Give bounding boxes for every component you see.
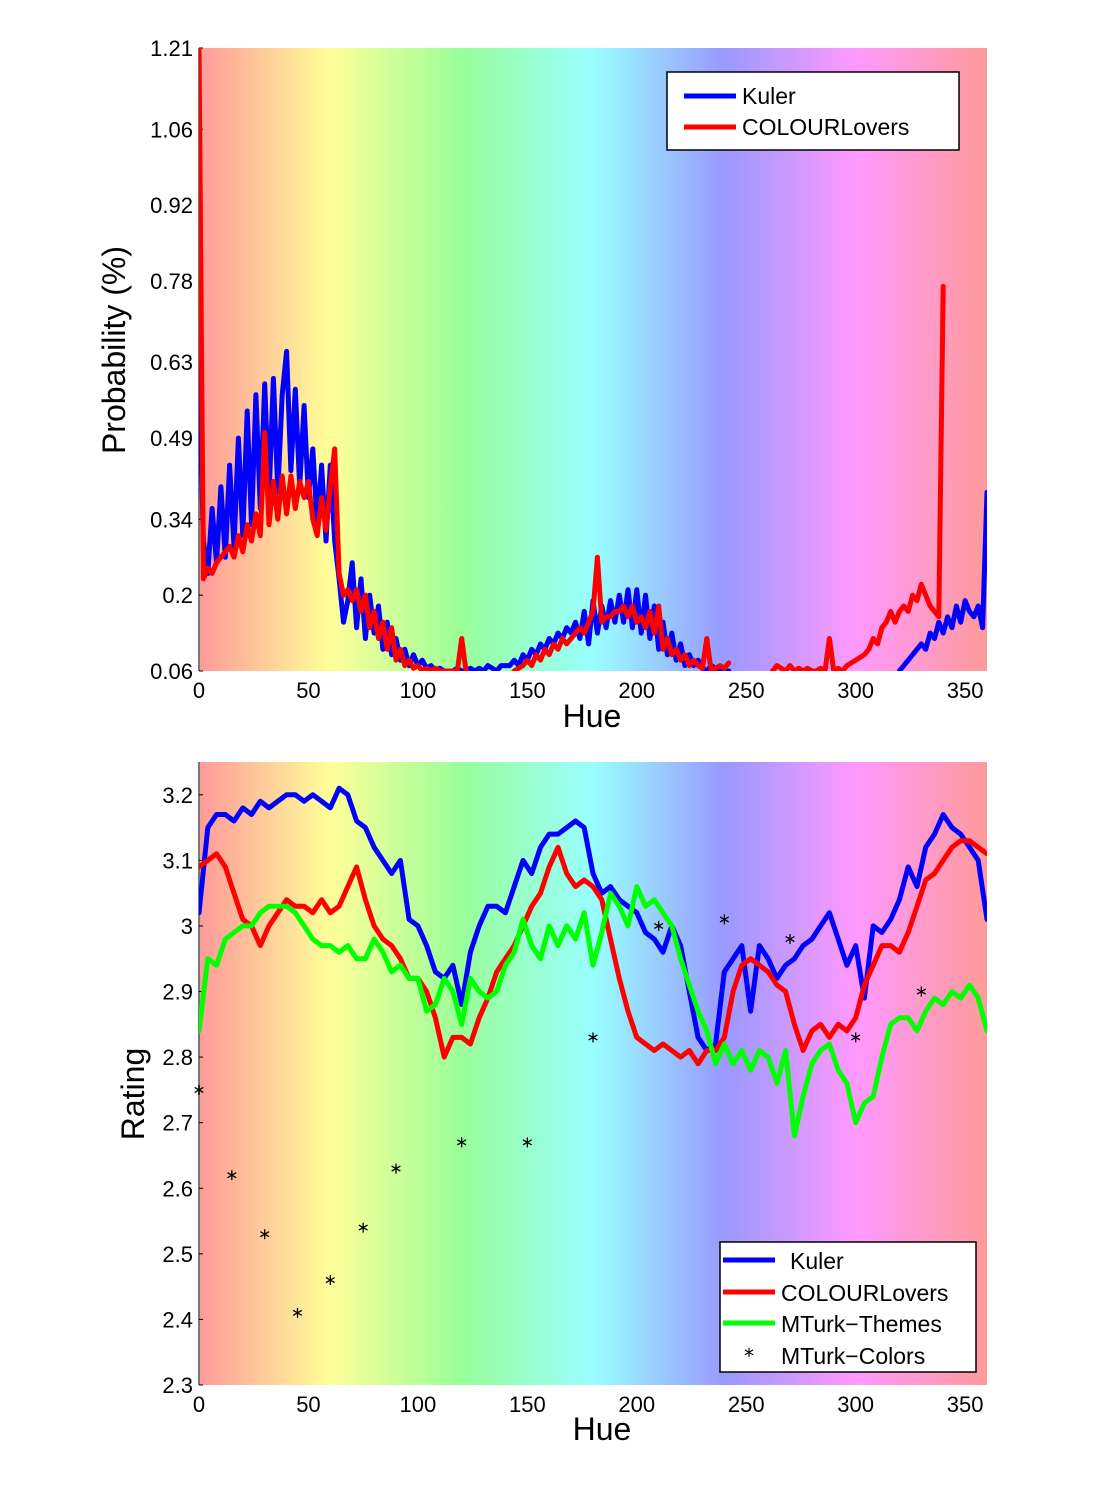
x-tick-label: 200 — [618, 1392, 655, 1417]
y-tick-label: 2.9 — [162, 980, 193, 1005]
data-point-marker — [850, 1032, 861, 1043]
y-tick-label: 0.49 — [150, 426, 193, 451]
series-line-colourlovers — [199, 838, 987, 1067]
y-tick-label: 0.92 — [150, 193, 193, 218]
y-tick-label: 3 — [181, 914, 193, 939]
data-point-marker — [522, 1137, 533, 1148]
legend: Kuler COLOURLovers MTurk−Themes * MTurk−… — [719, 1241, 977, 1373]
series-line-kuler — [199, 785, 987, 1053]
y-tick-label: 3.1 — [162, 848, 193, 873]
x-tick-label: 0 — [193, 678, 205, 703]
x-tick-label: 50 — [296, 1392, 320, 1417]
legend-swatch-mturk-colors: * — [744, 1344, 754, 1368]
legend-box — [719, 1241, 977, 1373]
legend-box — [666, 71, 960, 151]
x-tick-label: 350 — [947, 1392, 984, 1417]
data-point-marker — [227, 1170, 237, 1181]
x-tick-label: 100 — [400, 1392, 437, 1417]
x-tick-label: 0 — [193, 1392, 205, 1417]
legend-label-colourlovers: COLOURLovers — [781, 1280, 948, 1306]
data-point-marker — [391, 1163, 401, 1174]
data-point-marker — [653, 920, 664, 931]
data-point-marker — [785, 934, 795, 945]
x-tick-label: 250 — [728, 678, 765, 703]
x-tick-labels: 0 50 100 150 200 250 300 350 — [193, 1392, 984, 1417]
series-line-kuler — [199, 348, 987, 671]
legend-label-kuler: Kuler — [742, 83, 796, 109]
y-tick-label: 2.5 — [162, 1242, 193, 1267]
y-tick-label: 1.06 — [150, 117, 193, 142]
y-tick-labels: 2.3 2.4 2.5 2.6 2.7 2.8 2.9 3 3.1 3.2 — [162, 783, 203, 1398]
y-tick-label: 2.8 — [162, 1045, 193, 1070]
x-axis-title: Hue — [573, 1411, 632, 1447]
y-axis-title: Probability (%) — [96, 246, 132, 454]
legend-label-colourlovers: COLOURLovers — [742, 114, 909, 140]
probability-chart: 0.06 0.2 0.34 0.49 0.63 0.78 0.92 1.06 1.21 0 50 1… — [96, 36, 987, 734]
y-tick-label: 0.34 — [150, 507, 193, 532]
data-point-marker — [916, 986, 927, 997]
y-tick-label: 2.6 — [162, 1176, 193, 1201]
series-lines — [199, 48, 987, 671]
series-line-mturk-themes — [199, 884, 987, 1139]
y-tick-label: 1.21 — [150, 36, 193, 61]
data-point-marker — [719, 914, 730, 925]
plot-background — [199, 48, 987, 671]
data-point-marker — [259, 1229, 270, 1240]
series-line-colourlovers — [199, 48, 946, 671]
x-tick-label: 300 — [837, 678, 874, 703]
y-tick-label: 2.3 — [162, 1373, 193, 1398]
x-tick-label: 100 — [400, 678, 437, 703]
legend: Kuler COLOURLovers — [666, 71, 960, 151]
data-point-marker — [325, 1275, 336, 1286]
x-tick-label: 250 — [728, 1392, 765, 1417]
x-tick-label: 350 — [947, 678, 984, 703]
rating-chart: 2.3 2.4 2.5 2.6 2.7 2.8 2.9 3 3.1 3.2 0 50 100 150 20… — [115, 762, 987, 1447]
x-tick-label: 300 — [837, 1392, 874, 1417]
y-tick-label: 0.78 — [150, 269, 193, 294]
data-point-marker — [456, 1137, 467, 1148]
x-tick-label: 150 — [509, 678, 546, 703]
y-tick-label: 3.2 — [162, 783, 193, 808]
data-point-marker — [588, 1032, 598, 1043]
y-tick-labels: 0.06 0.2 0.34 0.49 0.63 0.78 0.92 1.06 1.21 — [150, 36, 203, 684]
y-tick-label: 0.2 — [162, 583, 193, 608]
y-tick-label: 2.7 — [162, 1111, 193, 1136]
x-tick-label: 50 — [296, 678, 320, 703]
data-point-marker — [194, 1084, 204, 1095]
series-lines — [199, 785, 987, 1139]
data-point-marker — [358, 1222, 368, 1233]
x-axis-title: Hue — [563, 698, 622, 734]
x-tick-label: 200 — [618, 678, 655, 703]
legend-label-kuler: Kuler — [790, 1248, 844, 1274]
y-tick-label: 0.63 — [150, 350, 193, 375]
x-tick-label: 150 — [509, 1392, 546, 1417]
y-tick-label: 2.4 — [162, 1307, 193, 1332]
y-axis-title: Rating — [115, 1048, 151, 1141]
y-tick-label: 0.06 — [150, 659, 193, 684]
legend-label-mturk-colors: MTurk−Colors — [781, 1343, 925, 1369]
x-tick-labels: 0 50 100 150 200 250 300 350 — [193, 678, 984, 703]
legend-label-mturk-themes: MTurk−Themes — [781, 1311, 942, 1337]
data-point-marker — [292, 1307, 303, 1318]
series-markers — [194, 914, 927, 1318]
